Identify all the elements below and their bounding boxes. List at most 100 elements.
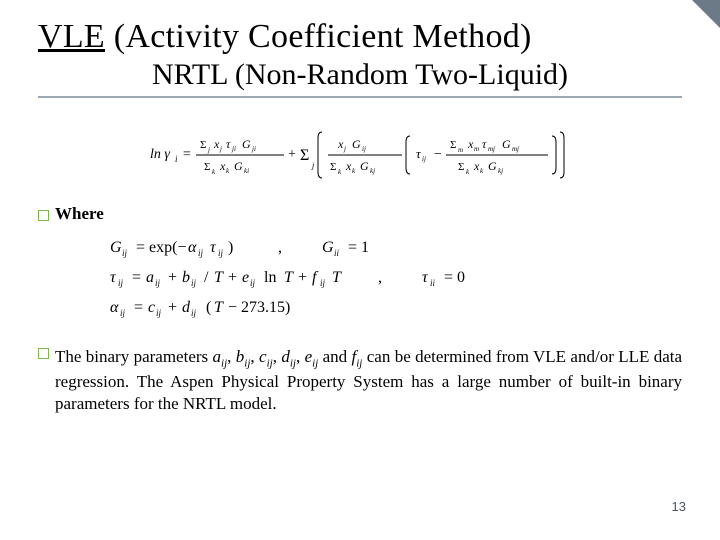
page-number: 13 [672, 499, 686, 514]
svg-text:Σ: Σ [204, 161, 210, 173]
svg-text:ji: ji [231, 145, 236, 153]
svg-text:k: k [212, 168, 216, 176]
svg-text:i: i [175, 154, 178, 164]
svg-text:mj: mj [512, 145, 519, 153]
svg-text:τ: τ [482, 137, 487, 151]
bullet-icon [38, 348, 49, 359]
svg-text:G: G [360, 159, 369, 173]
main-formula: ln γi = Σj xj τji Gji Σk xk Gki + Σj xj … [38, 126, 682, 184]
svg-text:ii: ii [430, 278, 436, 288]
svg-text:− 273.15): − 273.15) [228, 299, 290, 316]
svg-text:=: = [132, 269, 141, 286]
svg-text:x: x [219, 159, 226, 173]
svg-text:ij: ij [198, 248, 204, 258]
svg-text:ij: ij [362, 145, 366, 153]
svg-text:ij: ij [155, 278, 161, 288]
svg-text:j: j [311, 161, 315, 170]
svg-text:=: = [183, 147, 191, 162]
svg-text:/: / [204, 269, 209, 286]
svg-text:= 0: = 0 [444, 269, 465, 286]
svg-text:ij: ij [156, 308, 162, 318]
svg-text:ij: ij [120, 308, 126, 318]
svg-text:x: x [213, 137, 220, 151]
svg-text:(: ( [206, 299, 211, 316]
svg-text:ij: ij [118, 278, 124, 288]
svg-text:= 1: = 1 [348, 239, 369, 256]
svg-text:ij: ij [191, 308, 197, 318]
svg-text:ji: ji [251, 145, 256, 153]
svg-text:m: m [474, 145, 479, 153]
svg-text:ki: ki [244, 167, 249, 175]
svg-text:α: α [188, 239, 197, 256]
title-rest: (Activity Coefficient Method) [105, 18, 532, 55]
svg-text:G: G [110, 239, 122, 256]
svg-text:G: G [502, 137, 511, 151]
slide-title: VLE (Activity Coefficient Method) [38, 18, 682, 56]
slide-subtitle: NRTL (Non-Random Two-Liquid) [38, 58, 682, 92]
svg-text:−: − [434, 147, 442, 162]
title-underline-rule [38, 96, 682, 98]
svg-text:a: a [146, 269, 154, 286]
svg-text:x: x [337, 137, 344, 151]
svg-text:ij: ij [218, 248, 224, 258]
svg-text:τ: τ [210, 239, 217, 256]
svg-text:τ: τ [422, 269, 429, 286]
svg-text:+: + [298, 269, 307, 286]
corner-accent [692, 0, 720, 28]
svg-text:d: d [182, 299, 191, 316]
svg-text:Σ: Σ [330, 161, 336, 173]
svg-text:b: b [182, 269, 190, 286]
svg-text:G: G [352, 137, 361, 151]
svg-text:kj: kj [370, 167, 375, 175]
where-row: Where [38, 204, 682, 224]
svg-text:G: G [234, 159, 243, 173]
svg-text:j: j [207, 146, 210, 154]
svg-text:ln: ln [264, 269, 276, 286]
svg-text:T: T [214, 269, 224, 286]
svg-text:k: k [338, 168, 342, 176]
body-paragraph: The binary parameters aij, bij, cij, dij… [55, 346, 682, 416]
svg-text:T: T [214, 299, 224, 316]
svg-text:ii: ii [334, 248, 340, 258]
equation-block: Gij = exp(− αij τij ) , Gii = 1 τij = ai… [110, 236, 682, 320]
svg-text:k: k [466, 168, 470, 176]
svg-text:Σ: Σ [200, 139, 206, 151]
where-label: Where [55, 204, 104, 224]
svg-text:m: m [458, 146, 463, 154]
svg-text:ln γ: ln γ [150, 147, 170, 162]
svg-text:ij: ij [320, 278, 326, 288]
svg-text:Σ: Σ [450, 139, 456, 151]
svg-text:kj: kj [498, 167, 503, 175]
svg-text:ij: ij [122, 248, 128, 258]
svg-text:τ: τ [110, 269, 117, 286]
svg-text:ij: ij [422, 155, 426, 163]
svg-text:G: G [322, 239, 334, 256]
svg-text:k: k [480, 167, 484, 175]
svg-text:mj: mj [488, 145, 495, 153]
svg-text:τ: τ [226, 137, 231, 151]
svg-text:k: k [352, 167, 356, 175]
svg-text:j: j [343, 145, 346, 153]
svg-text:x: x [467, 137, 474, 151]
svg-text:G: G [488, 159, 497, 173]
svg-text:ij: ij [191, 278, 197, 288]
body-bullet-row: The binary parameters aij, bij, cij, dij… [38, 346, 682, 416]
svg-text:T: T [332, 269, 342, 286]
svg-text:x: x [345, 159, 352, 173]
svg-text:α: α [110, 299, 119, 316]
svg-text:= exp(−: = exp(− [136, 239, 186, 256]
svg-text:+: + [168, 299, 177, 316]
svg-text:,: , [278, 239, 282, 256]
svg-text:+: + [168, 269, 177, 286]
svg-text:): ) [228, 239, 233, 256]
svg-text:k: k [226, 167, 230, 175]
svg-text:ij: ij [250, 278, 256, 288]
bullet-icon [38, 210, 49, 221]
svg-text:G: G [242, 137, 251, 151]
title-underlined: VLE [38, 18, 105, 55]
svg-text:x: x [473, 159, 480, 173]
svg-text:+: + [228, 269, 237, 286]
svg-text:Σ: Σ [458, 161, 464, 173]
svg-text:,: , [378, 269, 382, 286]
svg-text:c: c [148, 299, 155, 316]
